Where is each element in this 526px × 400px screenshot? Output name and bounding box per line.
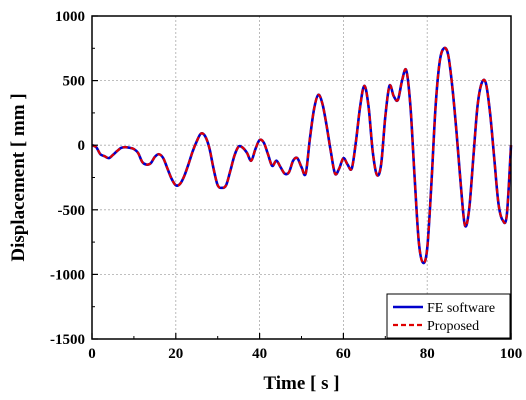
tick-labels: 0 20 40 60 80 100 1000 500 0 -500 -1000 -1500 [50,9,522,362]
grid-lines [92,16,511,339]
series-line-fe-software [91,46,513,265]
x-tick-label: 0 [88,346,96,362]
y-tick-label: 500 [63,74,86,90]
x-tick-label: 40 [252,346,267,362]
x-tick-label: 20 [168,346,183,362]
y-tick-label: -1000 [50,267,85,283]
x-axis-title: Time [ s ] [263,373,339,394]
legend-box [386,293,511,339]
series-group [91,46,513,265]
y-tick-label: -500 [58,203,86,219]
legend: FE software Proposed [386,293,511,339]
legend-label: Proposed [427,319,479,334]
y-tick-label: 1000 [55,9,85,25]
x-tick-label: 100 [500,346,523,362]
legend-label: FE software [427,301,495,316]
y-axis-title: Displacement [ mm ] [8,93,29,261]
x-tick-label: 60 [336,346,351,362]
x-tick-label: 80 [420,346,435,362]
y-tick-label: -1500 [50,332,85,348]
y-tick-label: 0 [78,138,86,154]
